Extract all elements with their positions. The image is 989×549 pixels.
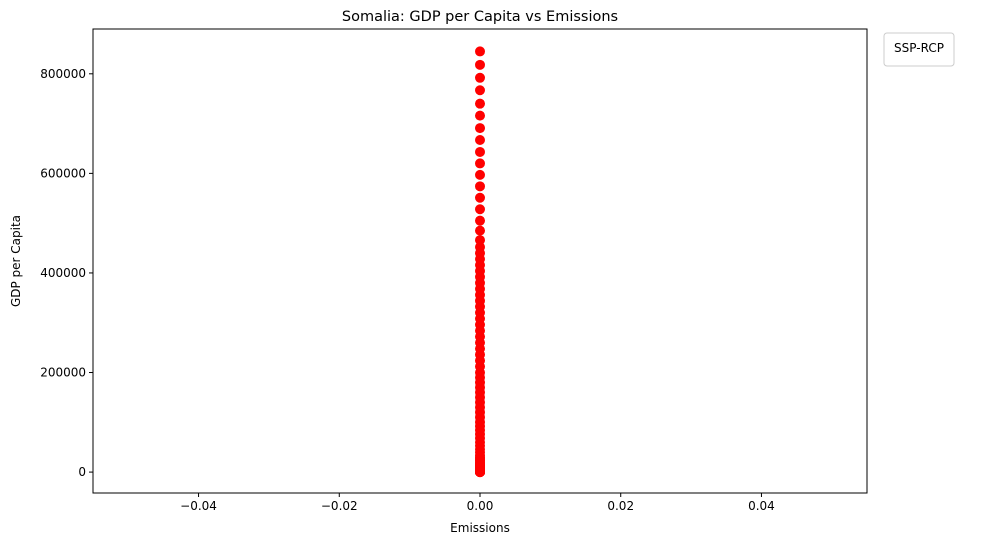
x-tick-label: −0.04 xyxy=(180,499,217,513)
data-point xyxy=(475,98,485,109)
data-point xyxy=(475,85,485,96)
data-point xyxy=(475,235,485,246)
y-tick-label: 800000 xyxy=(40,67,86,81)
data-point xyxy=(475,46,485,57)
legend-title: SSP-RCP xyxy=(894,41,944,55)
y-tick-label: 600000 xyxy=(40,166,86,180)
data-point xyxy=(475,135,485,146)
x-tick-label: 0.02 xyxy=(607,499,634,513)
y-tick-label: 0 xyxy=(78,465,86,479)
legend-box xyxy=(883,32,955,67)
data-point xyxy=(475,204,485,215)
data-point xyxy=(475,192,485,203)
chart-title: Somalia: GDP per Capita vs Emissions xyxy=(342,9,618,25)
x-tick-label: −0.02 xyxy=(321,499,358,513)
data-point xyxy=(475,59,485,70)
data-point xyxy=(475,146,485,157)
x-axis: −0.04 −0.02 0.00 0.02 0.04 xyxy=(180,493,775,513)
data-point xyxy=(475,225,485,236)
y-tick-label: 200000 xyxy=(40,366,86,380)
data-point xyxy=(475,158,485,169)
points-layer xyxy=(475,46,485,478)
data-point xyxy=(475,181,485,192)
data-point xyxy=(475,110,485,121)
data-point xyxy=(475,72,485,83)
data-point xyxy=(475,215,485,226)
data-point xyxy=(475,123,485,134)
legend: SSP-RCP xyxy=(883,32,955,67)
x-tick-label: 0.00 xyxy=(467,499,494,513)
y-axis-label: GDP per Capita xyxy=(9,215,23,307)
y-axis: 0 200000 400000 600000 800000 xyxy=(40,67,93,479)
data-point xyxy=(475,169,485,180)
data-point xyxy=(475,465,485,476)
x-axis-label: Emissions xyxy=(450,521,510,535)
x-tick-label: 0.04 xyxy=(748,499,775,513)
y-tick-label: 400000 xyxy=(40,266,86,280)
